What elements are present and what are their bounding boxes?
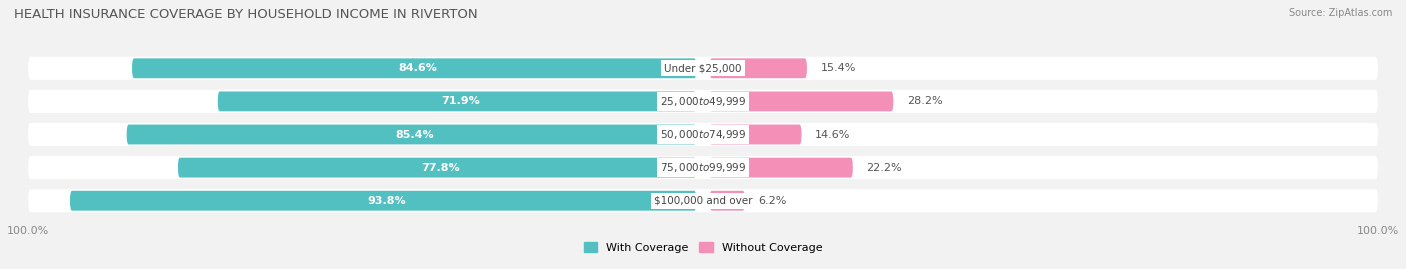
FancyBboxPatch shape — [70, 191, 696, 211]
Text: 28.2%: 28.2% — [907, 96, 942, 107]
Text: $100,000 and over: $100,000 and over — [654, 196, 752, 206]
Text: 6.2%: 6.2% — [758, 196, 787, 206]
FancyBboxPatch shape — [28, 156, 1378, 179]
Text: 93.8%: 93.8% — [367, 196, 406, 206]
Text: 22.2%: 22.2% — [866, 162, 901, 173]
FancyBboxPatch shape — [710, 91, 893, 111]
Text: Source: ZipAtlas.com: Source: ZipAtlas.com — [1288, 8, 1392, 18]
FancyBboxPatch shape — [179, 158, 696, 178]
FancyBboxPatch shape — [710, 125, 801, 144]
FancyBboxPatch shape — [28, 123, 1378, 146]
FancyBboxPatch shape — [710, 158, 853, 178]
Text: $25,000 to $49,999: $25,000 to $49,999 — [659, 95, 747, 108]
FancyBboxPatch shape — [28, 90, 1378, 113]
FancyBboxPatch shape — [710, 191, 745, 211]
FancyBboxPatch shape — [218, 91, 696, 111]
Text: 15.4%: 15.4% — [821, 63, 856, 73]
FancyBboxPatch shape — [132, 58, 696, 78]
Text: 14.6%: 14.6% — [815, 129, 851, 140]
Text: 85.4%: 85.4% — [395, 129, 434, 140]
Text: HEALTH INSURANCE COVERAGE BY HOUSEHOLD INCOME IN RIVERTON: HEALTH INSURANCE COVERAGE BY HOUSEHOLD I… — [14, 8, 478, 21]
Text: $75,000 to $99,999: $75,000 to $99,999 — [659, 161, 747, 174]
Text: 77.8%: 77.8% — [422, 162, 460, 173]
Legend: With Coverage, Without Coverage: With Coverage, Without Coverage — [583, 242, 823, 253]
FancyBboxPatch shape — [710, 58, 807, 78]
Text: 84.6%: 84.6% — [398, 63, 437, 73]
FancyBboxPatch shape — [28, 189, 1378, 212]
FancyBboxPatch shape — [28, 57, 1378, 80]
Text: Under $25,000: Under $25,000 — [664, 63, 742, 73]
Text: 71.9%: 71.9% — [441, 96, 479, 107]
Text: $50,000 to $74,999: $50,000 to $74,999 — [659, 128, 747, 141]
FancyBboxPatch shape — [127, 125, 696, 144]
